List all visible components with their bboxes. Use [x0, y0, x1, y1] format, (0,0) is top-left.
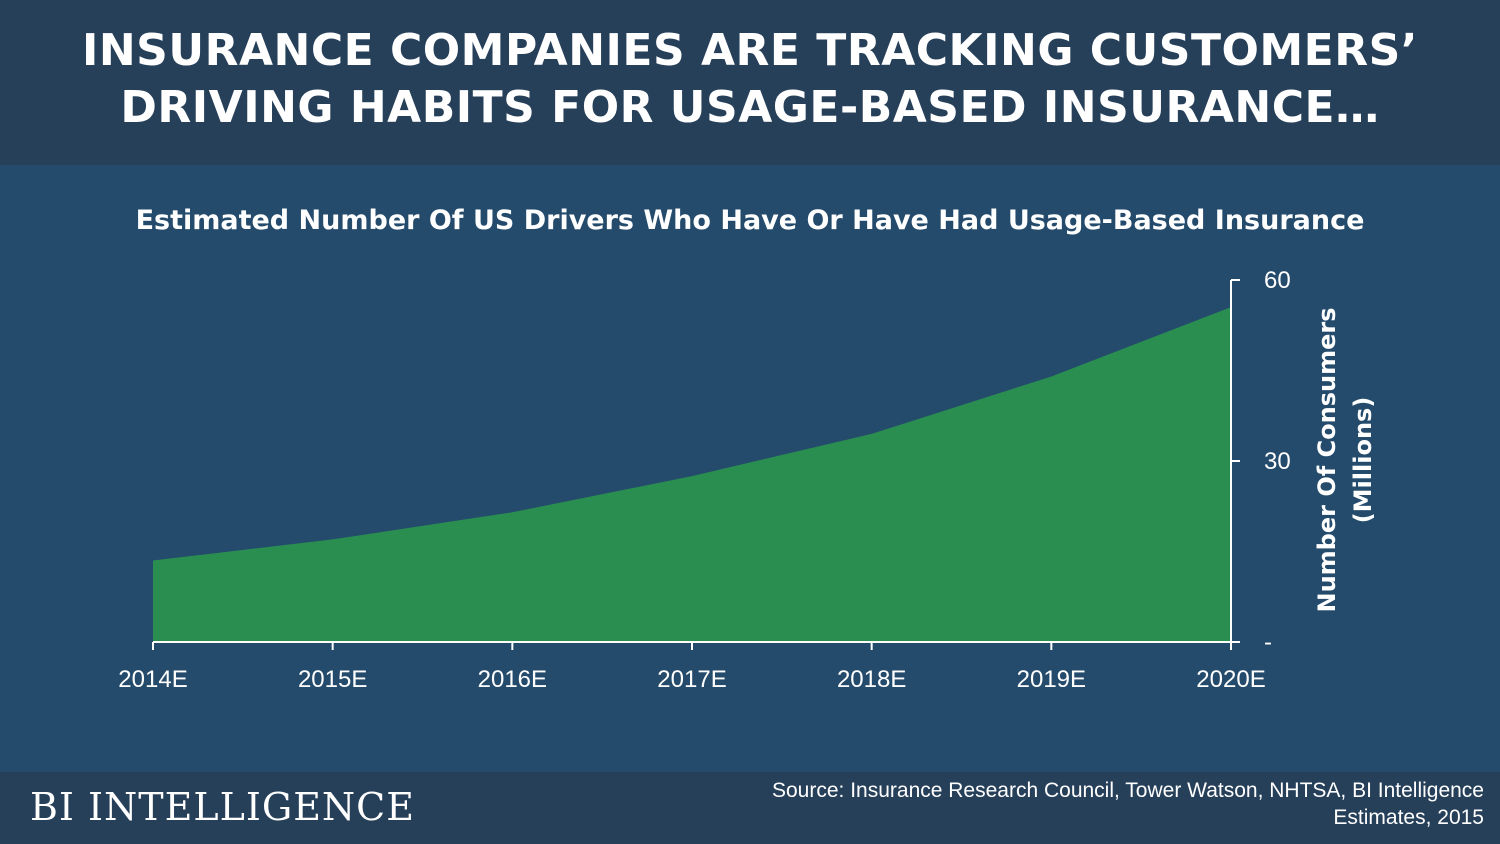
y-tick-label: - [1264, 629, 1272, 656]
y-tick-label: 60 [1264, 267, 1291, 294]
x-tick-label: 2020E [1196, 666, 1265, 693]
chart-axes [152, 279, 1240, 650]
x-tick-label: 2014E [118, 666, 187, 693]
headline: INSURANCE COMPANIES ARE TRACKING CUSTOME… [0, 22, 1500, 136]
x-tick-label: 2017E [657, 666, 726, 693]
headline-line-1: INSURANCE COMPANIES ARE TRACKING CUSTOME… [81, 25, 1419, 76]
area-series [153, 307, 1231, 642]
y-tick-label: 30 [1264, 448, 1291, 475]
source-line-1: Source: Insurance Research Council, Towe… [772, 779, 1484, 802]
headline-line-2: DRIVING HABITS FOR USAGE-BASED INSURANCE… [120, 82, 1380, 133]
x-tick-label: 2019E [1017, 666, 1086, 693]
y-axis-labels: - 30 60 [1264, 267, 1291, 656]
x-tick-label: 2018E [837, 666, 906, 693]
y-axis-title-line-2: (Millions) [1349, 397, 1377, 524]
footer-bar [0, 772, 1500, 844]
chart-title: Estimated Number Of US Drivers Who Have … [135, 205, 1365, 236]
source-line-2: Estimates, 2015 [1333, 806, 1484, 829]
y-axis-title-line-1: Number Of Consumers [1313, 308, 1341, 613]
source-note: Source: Insurance Research Council, Towe… [664, 777, 1484, 831]
x-axis-labels: 2014E 2015E 2016E 2017E 2018E 2019E 2020E [118, 666, 1265, 693]
x-tick-label: 2015E [298, 666, 367, 693]
brand-logo: BI INTELLIGENCE [30, 785, 415, 829]
x-tick-label: 2016E [478, 666, 547, 693]
header-banner: INSURANCE COMPANIES ARE TRACKING CUSTOME… [0, 0, 1500, 165]
